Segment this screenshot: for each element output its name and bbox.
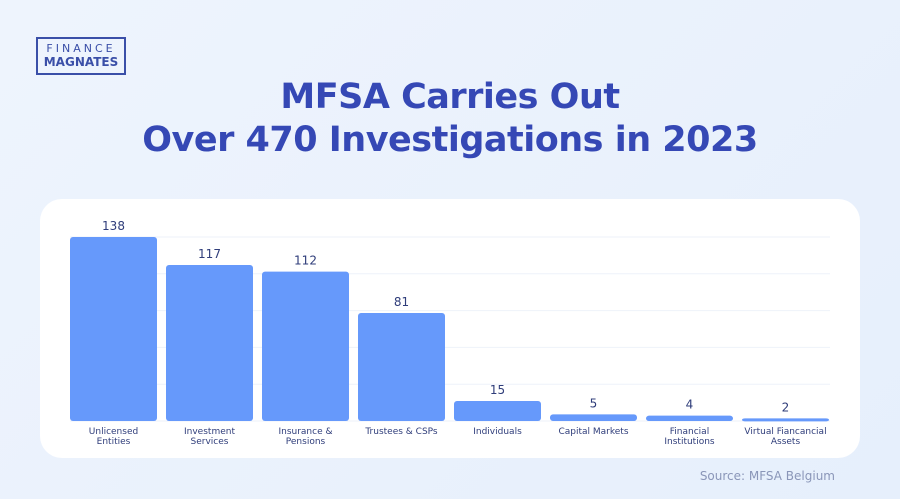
category-label: Services (191, 437, 229, 447)
category-label: Investment (184, 427, 235, 437)
bar (550, 414, 637, 421)
bar (70, 237, 157, 421)
data-label: 15 (490, 383, 505, 397)
category-label: Financial (670, 427, 709, 437)
title-line2: Over 470 Investigations in 2023 (142, 120, 758, 160)
data-label: 2 (782, 400, 790, 414)
finance-magnates-logo: FINANCE MAGNATES (36, 37, 126, 75)
bar (646, 415, 733, 421)
data-label: 138 (102, 219, 125, 233)
category-label: Institutions (664, 437, 715, 447)
source-note: Source: MFSA Belgium (699, 469, 835, 483)
category-label: Trustees & CSPs (364, 427, 438, 437)
data-label: 4 (686, 398, 694, 412)
category-label: Pensions (286, 437, 326, 447)
category-label: Unlicensed (89, 427, 138, 437)
category-label: Capital Markets (558, 427, 628, 437)
category-label: Assets (771, 437, 801, 447)
title-line1: MFSA Carries Out (280, 77, 620, 117)
data-label: 81 (394, 295, 409, 309)
logo-line1: FINANCE (46, 42, 116, 55)
category-label: Virtual Fiancancial (744, 427, 826, 437)
logo-line2: MAGNATES (43, 55, 119, 69)
bar (166, 265, 253, 421)
category-label: Insurance & (278, 427, 332, 437)
bar (358, 313, 445, 421)
bar (262, 271, 349, 421)
data-label: 5 (590, 396, 598, 410)
data-label: 112 (294, 254, 317, 268)
bar (454, 401, 541, 421)
data-label: 117 (198, 247, 221, 261)
bar (742, 418, 829, 422)
page-title: MFSA Carries Out Over 470 Investigations… (0, 76, 900, 162)
category-label: Individuals (473, 427, 522, 437)
category-label: Entities (97, 437, 131, 447)
